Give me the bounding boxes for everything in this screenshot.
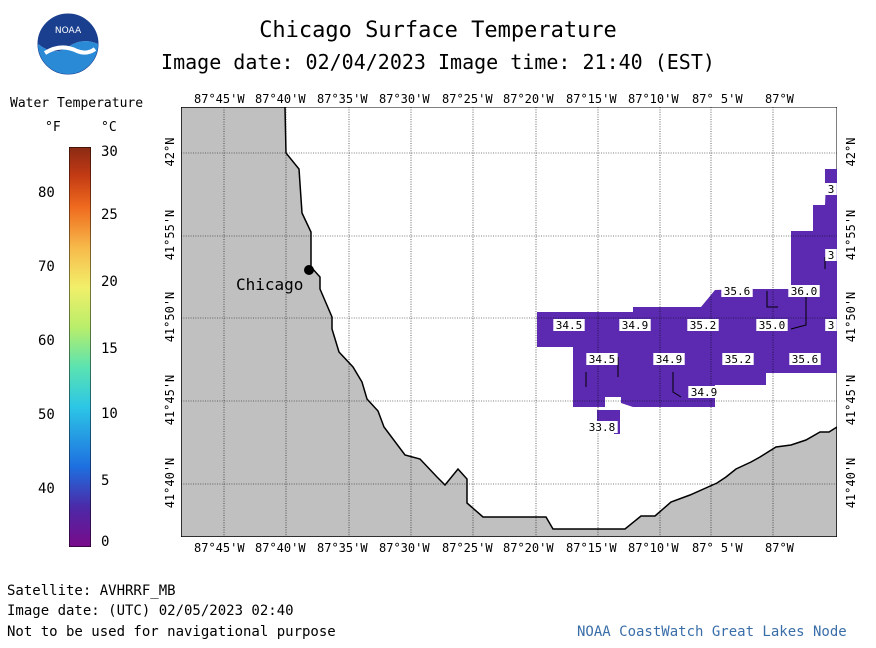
fahrenheit-tick-label: 40 xyxy=(38,481,55,497)
temperature-label: 33.8 xyxy=(586,421,618,434)
longitude-label-bottom: 87° 5'W xyxy=(692,541,743,555)
navigation-disclaimer: Not to be used for navigational purpose xyxy=(7,624,336,640)
longitude-label-bottom: 87°25'W xyxy=(442,541,493,555)
legend-title: Water Temperature xyxy=(10,96,144,111)
longitude-label-bottom: 87°40'W xyxy=(255,541,306,555)
fahrenheit-tick-label: 50 xyxy=(38,407,55,423)
longitude-label-top: 87°W xyxy=(765,92,794,106)
longitude-label-top: 87°45'W xyxy=(194,92,245,106)
longitude-label-top: 87°20'W xyxy=(503,92,554,106)
credit-link[interactable]: NOAA CoastWatch Great Lakes Node xyxy=(577,624,847,640)
svg-text:3: 3 xyxy=(828,183,835,196)
svg-text:33.8: 33.8 xyxy=(589,421,616,434)
land-area xyxy=(181,107,837,537)
svg-text:34.5: 34.5 xyxy=(589,353,616,366)
svg-text:36.0: 36.0 xyxy=(791,285,818,298)
celsius-tick-label: 30 xyxy=(101,144,118,160)
celsius-tick-label: 0 xyxy=(101,534,110,550)
longitude-label-top: 87° 5'W xyxy=(692,92,743,106)
temperature-label: 35.2 xyxy=(722,353,754,366)
svg-text:35.2: 35.2 xyxy=(725,353,752,366)
svg-text:34.9: 34.9 xyxy=(656,353,683,366)
temperature-labels: 35.6 36.0 3 34.5 34.9 35.2 35.0 3 34.5 34.9 35.2 35… xyxy=(553,183,837,434)
longitude-label-top: 87°40'W xyxy=(255,92,306,106)
chicago-label: Chicago xyxy=(236,275,303,294)
longitude-label-bottom: 87°45'W xyxy=(194,541,245,555)
svg-text:35.6: 35.6 xyxy=(724,285,751,298)
longitude-label-bottom: 87°15'W xyxy=(566,541,617,555)
svg-text:3: 3 xyxy=(828,249,835,262)
longitude-label-bottom: 87°10'W xyxy=(628,541,679,555)
longitude-label-bottom: 87°20'W xyxy=(503,541,554,555)
utc-image-date: Image date: (UTC) 02/05/2023 02:40 xyxy=(7,603,294,619)
svg-text:3: 3 xyxy=(828,319,835,332)
longitude-label-top: 87°25'W xyxy=(442,92,493,106)
latitude-label-left: 41°55'N xyxy=(163,209,177,261)
satellite-info: Satellite: AVHRRF_MB xyxy=(7,583,176,599)
longitude-label-bottom: 87°30'W xyxy=(379,541,430,555)
longitude-label-top: 87°10'W xyxy=(628,92,679,106)
contour-line xyxy=(585,257,826,398)
celsius-tick-label: 25 xyxy=(101,207,118,223)
longitude-label-top: 87°15'W xyxy=(566,92,617,106)
svg-text:35.6: 35.6 xyxy=(792,353,819,366)
temperature-area xyxy=(537,183,837,407)
latitude-label-right: 41°55'N xyxy=(844,209,858,261)
color-bar xyxy=(69,147,91,547)
page-title: Chicago Surface Temperature xyxy=(259,18,617,43)
chicago-marker xyxy=(304,265,314,275)
temperature-edge xyxy=(825,169,837,183)
celsius-tick-label: 15 xyxy=(101,341,118,357)
latitude-label-right: 41°40'N xyxy=(844,457,858,509)
fahrenheit-tick-label: 80 xyxy=(38,185,55,201)
temperature-label: 35.6 xyxy=(721,285,753,298)
celsius-tick-label: 20 xyxy=(101,274,118,290)
temperature-label: 3 xyxy=(825,249,837,262)
latitude-label-right: 42°N xyxy=(844,137,858,167)
svg-text:34.5: 34.5 xyxy=(556,319,583,332)
temperature-label: 3 xyxy=(825,319,837,332)
temperature-label: 35.6 xyxy=(789,353,821,366)
temperature-label: 34.9 xyxy=(688,386,720,399)
latitude-label-left: 42°N xyxy=(163,137,177,167)
latitude-label-left: 41°45'N xyxy=(163,374,177,426)
svg-text:35.0: 35.0 xyxy=(759,319,786,332)
longitude-label-bottom: 87°W xyxy=(765,541,794,555)
longitude-label-top: 87°35'W xyxy=(317,92,368,106)
longitude-label-top: 87°30'W xyxy=(379,92,430,106)
fahrenheit-tick-label: 70 xyxy=(38,259,55,275)
temperature-label: 35.2 xyxy=(687,319,719,332)
celsius-tick-label: 10 xyxy=(101,406,118,422)
noaa-logo-icon: NOAA xyxy=(37,13,99,75)
temperature-label: 34.9 xyxy=(653,353,685,366)
lake-michigan-map: 35.6 36.0 3 34.5 34.9 35.2 35.0 3 34.5 34.9 35.2 35… xyxy=(181,107,837,537)
logo-text: NOAA xyxy=(55,26,82,36)
longitude-label-bottom: 87°35'W xyxy=(317,541,368,555)
temperature-label: 3 xyxy=(825,183,837,196)
temperature-label: 34.5 xyxy=(586,353,618,366)
image-date-time: Image date: 02/04/2023 Image time: 21:40… xyxy=(161,50,715,74)
temperature-label: 34.5 xyxy=(553,319,585,332)
svg-text:34.9: 34.9 xyxy=(691,386,718,399)
fahrenheit-tick-label: 60 xyxy=(38,333,55,349)
graticule xyxy=(181,107,837,537)
latitude-label-right: 41°45'N xyxy=(844,374,858,426)
celsius-tick-label: 5 xyxy=(101,473,110,489)
unit-celsius: °C xyxy=(101,120,117,135)
latitude-label-right: 41°50'N xyxy=(844,291,858,343)
temperature-label: 36.0 xyxy=(788,285,820,298)
latitude-label-left: 41°50'N xyxy=(163,291,177,343)
latitude-label-left: 41°40'N xyxy=(163,457,177,509)
temperature-label: 35.0 xyxy=(756,319,788,332)
temperature-label: 34.9 xyxy=(619,319,651,332)
svg-text:34.9: 34.9 xyxy=(622,319,649,332)
svg-text:35.2: 35.2 xyxy=(690,319,717,332)
unit-fahrenheit: °F xyxy=(45,120,61,135)
